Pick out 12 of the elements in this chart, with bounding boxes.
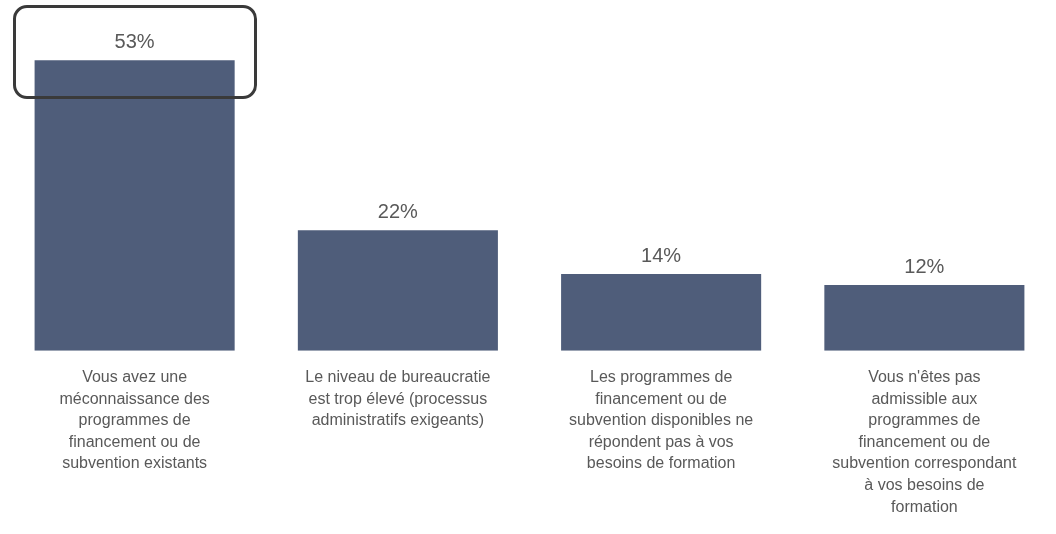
- x-tick-label: Le niveau de bureaucratie est trop élevé (processus administratifs exigeants): [305, 368, 491, 429]
- bar: [297, 230, 498, 351]
- bar: [561, 274, 762, 351]
- bar: [34, 60, 235, 351]
- x-tick-label: Les programmes de financement ou de subvention disponibles ne répondent pas à vos besoins de formation: [569, 368, 754, 472]
- data-label: 12%: [904, 254, 945, 277]
- data-label: 53%: [114, 29, 155, 52]
- data-label: 14%: [641, 243, 682, 266]
- x-tick-label: Vous avez une méconnaissance des programmes de financement ou de subvention existants: [59, 368, 210, 472]
- x-tick-label: Vous n'êtes pas admissible aux programmes de financement ou de subvention correspondant à vos besoins de formation: [832, 368, 1017, 515]
- bar: [824, 285, 1025, 351]
- data-label: 22%: [377, 199, 419, 222]
